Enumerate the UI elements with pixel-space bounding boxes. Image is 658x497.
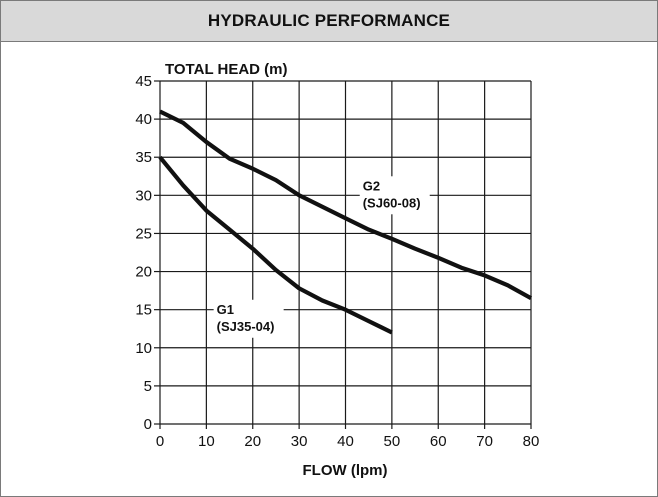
series-line-g2 — [159, 109, 533, 301]
chart-labels: G1 (SJ35-04) G2 (SJ60-08) — [213, 176, 430, 338]
series-line-g1 — [158, 155, 393, 335]
x-tick-label: 80 — [523, 433, 540, 450]
x-tick-label: 10 — [198, 433, 215, 450]
y-tick-label: 20 — [135, 264, 152, 281]
y-tick-label: 0 — [144, 416, 152, 433]
y-tick-label: 25 — [135, 225, 152, 242]
chart-header: HYDRAULIC PERFORMANCE — [1, 1, 657, 42]
series-label-backdrop — [213, 299, 284, 338]
y-tick-label: 30 — [135, 187, 152, 204]
x-tick-label: 40 — [337, 433, 354, 450]
series-model-g2: (SJ60-08) — [363, 195, 421, 210]
series-label-backdrop — [359, 176, 430, 215]
y-tick-label: 40 — [135, 111, 152, 128]
series-model-g1: (SJ35-04) — [217, 319, 275, 334]
chart-series — [158, 109, 533, 335]
y-tick-label: 10 — [135, 340, 152, 357]
x-axis-title: FLOW (lpm) — [303, 462, 388, 479]
chart-title: HYDRAULIC PERFORMANCE — [207, 11, 451, 30]
x-tick-label: 50 — [384, 433, 401, 450]
chart-ticks: 0 5 10 15 20 25 30 35 40 45 0 10 20 30 40 50 60 70 80 — [135, 73, 539, 450]
series-label-g1: G1 — [217, 302, 234, 317]
x-tick-label: 20 — [244, 433, 261, 450]
chart-grid — [159, 80, 532, 425]
y-axis-title: TOTAL HEAD (m) — [165, 61, 288, 78]
x-tick-label: 0 — [156, 433, 164, 450]
y-tick-label: 5 — [144, 378, 152, 395]
x-tick-label: 60 — [430, 433, 447, 450]
y-tick-label: 15 — [135, 302, 152, 319]
y-tick-label: 35 — [135, 149, 152, 166]
x-tick-label: 70 — [476, 433, 493, 450]
x-tick-label: 30 — [291, 433, 308, 450]
series-label-g2: G2 — [363, 178, 380, 193]
y-tick-label: 45 — [135, 73, 152, 90]
